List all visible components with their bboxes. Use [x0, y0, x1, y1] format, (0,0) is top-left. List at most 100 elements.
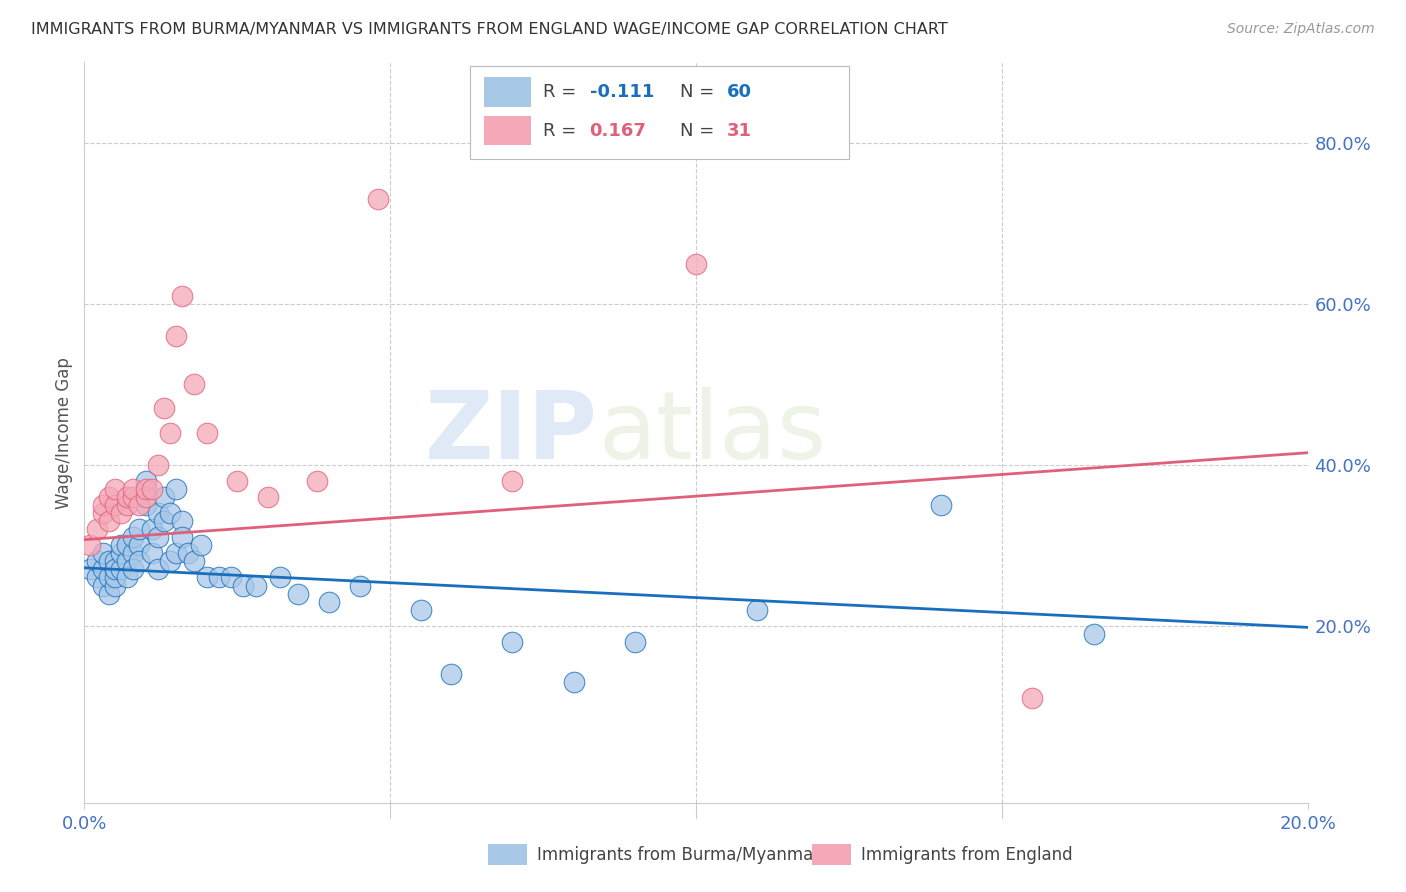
- Point: [91, 562, 114, 576]
- Point: [115, 490, 138, 504]
- Point: [86, 570, 108, 584]
- Point: [153, 401, 176, 416]
- Point: [135, 482, 157, 496]
- Point: [747, 602, 769, 616]
- Point: [104, 498, 127, 512]
- Point: [79, 562, 101, 576]
- Point: [122, 546, 145, 560]
- Point: [141, 546, 163, 560]
- Text: Immigrants from Burma/Myanmar: Immigrants from Burma/Myanmar: [537, 846, 820, 863]
- Text: Source: ZipAtlas.com: Source: ZipAtlas.com: [1227, 22, 1375, 37]
- Point: [159, 425, 181, 440]
- Point: [502, 474, 524, 488]
- Point: [91, 498, 114, 512]
- Point: [115, 498, 138, 512]
- Point: [1083, 627, 1105, 641]
- Point: [97, 570, 120, 584]
- Text: IMMIGRANTS FROM BURMA/MYANMAR VS IMMIGRANTS FROM ENGLAND WAGE/INCOME GAP CORRELA: IMMIGRANTS FROM BURMA/MYANMAR VS IMMIGRA…: [31, 22, 948, 37]
- Point: [104, 554, 127, 568]
- Point: [195, 570, 218, 584]
- Text: Immigrants from England: Immigrants from England: [860, 846, 1073, 863]
- Text: 31: 31: [727, 121, 752, 139]
- Point: [91, 506, 114, 520]
- Point: [183, 554, 205, 568]
- Point: [219, 570, 242, 584]
- Point: [245, 578, 267, 592]
- Point: [183, 377, 205, 392]
- Point: [122, 482, 145, 496]
- Point: [226, 474, 249, 488]
- Point: [115, 570, 138, 584]
- Point: [318, 594, 340, 608]
- Point: [97, 554, 120, 568]
- Point: [128, 554, 150, 568]
- FancyBboxPatch shape: [484, 116, 531, 145]
- FancyBboxPatch shape: [488, 844, 527, 865]
- Point: [172, 530, 194, 544]
- Point: [97, 490, 120, 504]
- FancyBboxPatch shape: [470, 66, 849, 159]
- Point: [1021, 691, 1043, 706]
- Point: [104, 482, 127, 496]
- Text: atlas: atlas: [598, 386, 827, 479]
- Point: [141, 482, 163, 496]
- Point: [440, 667, 463, 681]
- Text: ZIP: ZIP: [425, 386, 598, 479]
- Point: [159, 554, 181, 568]
- Text: N =: N =: [681, 83, 720, 101]
- Point: [104, 562, 127, 576]
- Point: [91, 546, 114, 560]
- Text: 0.167: 0.167: [589, 121, 647, 139]
- Point: [929, 498, 952, 512]
- Point: [97, 586, 120, 600]
- Point: [172, 514, 194, 528]
- Point: [122, 530, 145, 544]
- Point: [165, 482, 187, 496]
- Point: [97, 514, 120, 528]
- Point: [177, 546, 200, 560]
- Point: [122, 490, 145, 504]
- Point: [349, 578, 371, 592]
- Point: [115, 538, 138, 552]
- Point: [685, 257, 707, 271]
- Point: [257, 490, 280, 504]
- Point: [128, 498, 150, 512]
- FancyBboxPatch shape: [484, 78, 531, 107]
- Point: [165, 329, 187, 343]
- Point: [135, 490, 157, 504]
- Point: [409, 602, 432, 616]
- Point: [146, 562, 169, 576]
- Point: [110, 506, 132, 520]
- Point: [165, 546, 187, 560]
- Point: [122, 562, 145, 576]
- Point: [287, 586, 309, 600]
- FancyBboxPatch shape: [813, 844, 851, 865]
- Point: [146, 530, 169, 544]
- Point: [502, 635, 524, 649]
- Point: [624, 635, 647, 649]
- Text: -0.111: -0.111: [589, 83, 654, 101]
- Point: [86, 522, 108, 536]
- Point: [562, 675, 585, 690]
- Point: [79, 538, 101, 552]
- Point: [141, 522, 163, 536]
- Point: [367, 192, 389, 206]
- Point: [305, 474, 328, 488]
- Point: [208, 570, 231, 584]
- Point: [110, 562, 132, 576]
- Text: R =: R =: [543, 121, 582, 139]
- Point: [128, 522, 150, 536]
- Point: [153, 514, 176, 528]
- Point: [86, 554, 108, 568]
- Point: [146, 506, 169, 520]
- Text: R =: R =: [543, 83, 582, 101]
- Point: [146, 458, 169, 472]
- Point: [153, 490, 176, 504]
- Point: [104, 578, 127, 592]
- Point: [135, 498, 157, 512]
- Point: [195, 425, 218, 440]
- Point: [110, 538, 132, 552]
- Text: 60: 60: [727, 83, 752, 101]
- Point: [91, 578, 114, 592]
- Text: N =: N =: [681, 121, 720, 139]
